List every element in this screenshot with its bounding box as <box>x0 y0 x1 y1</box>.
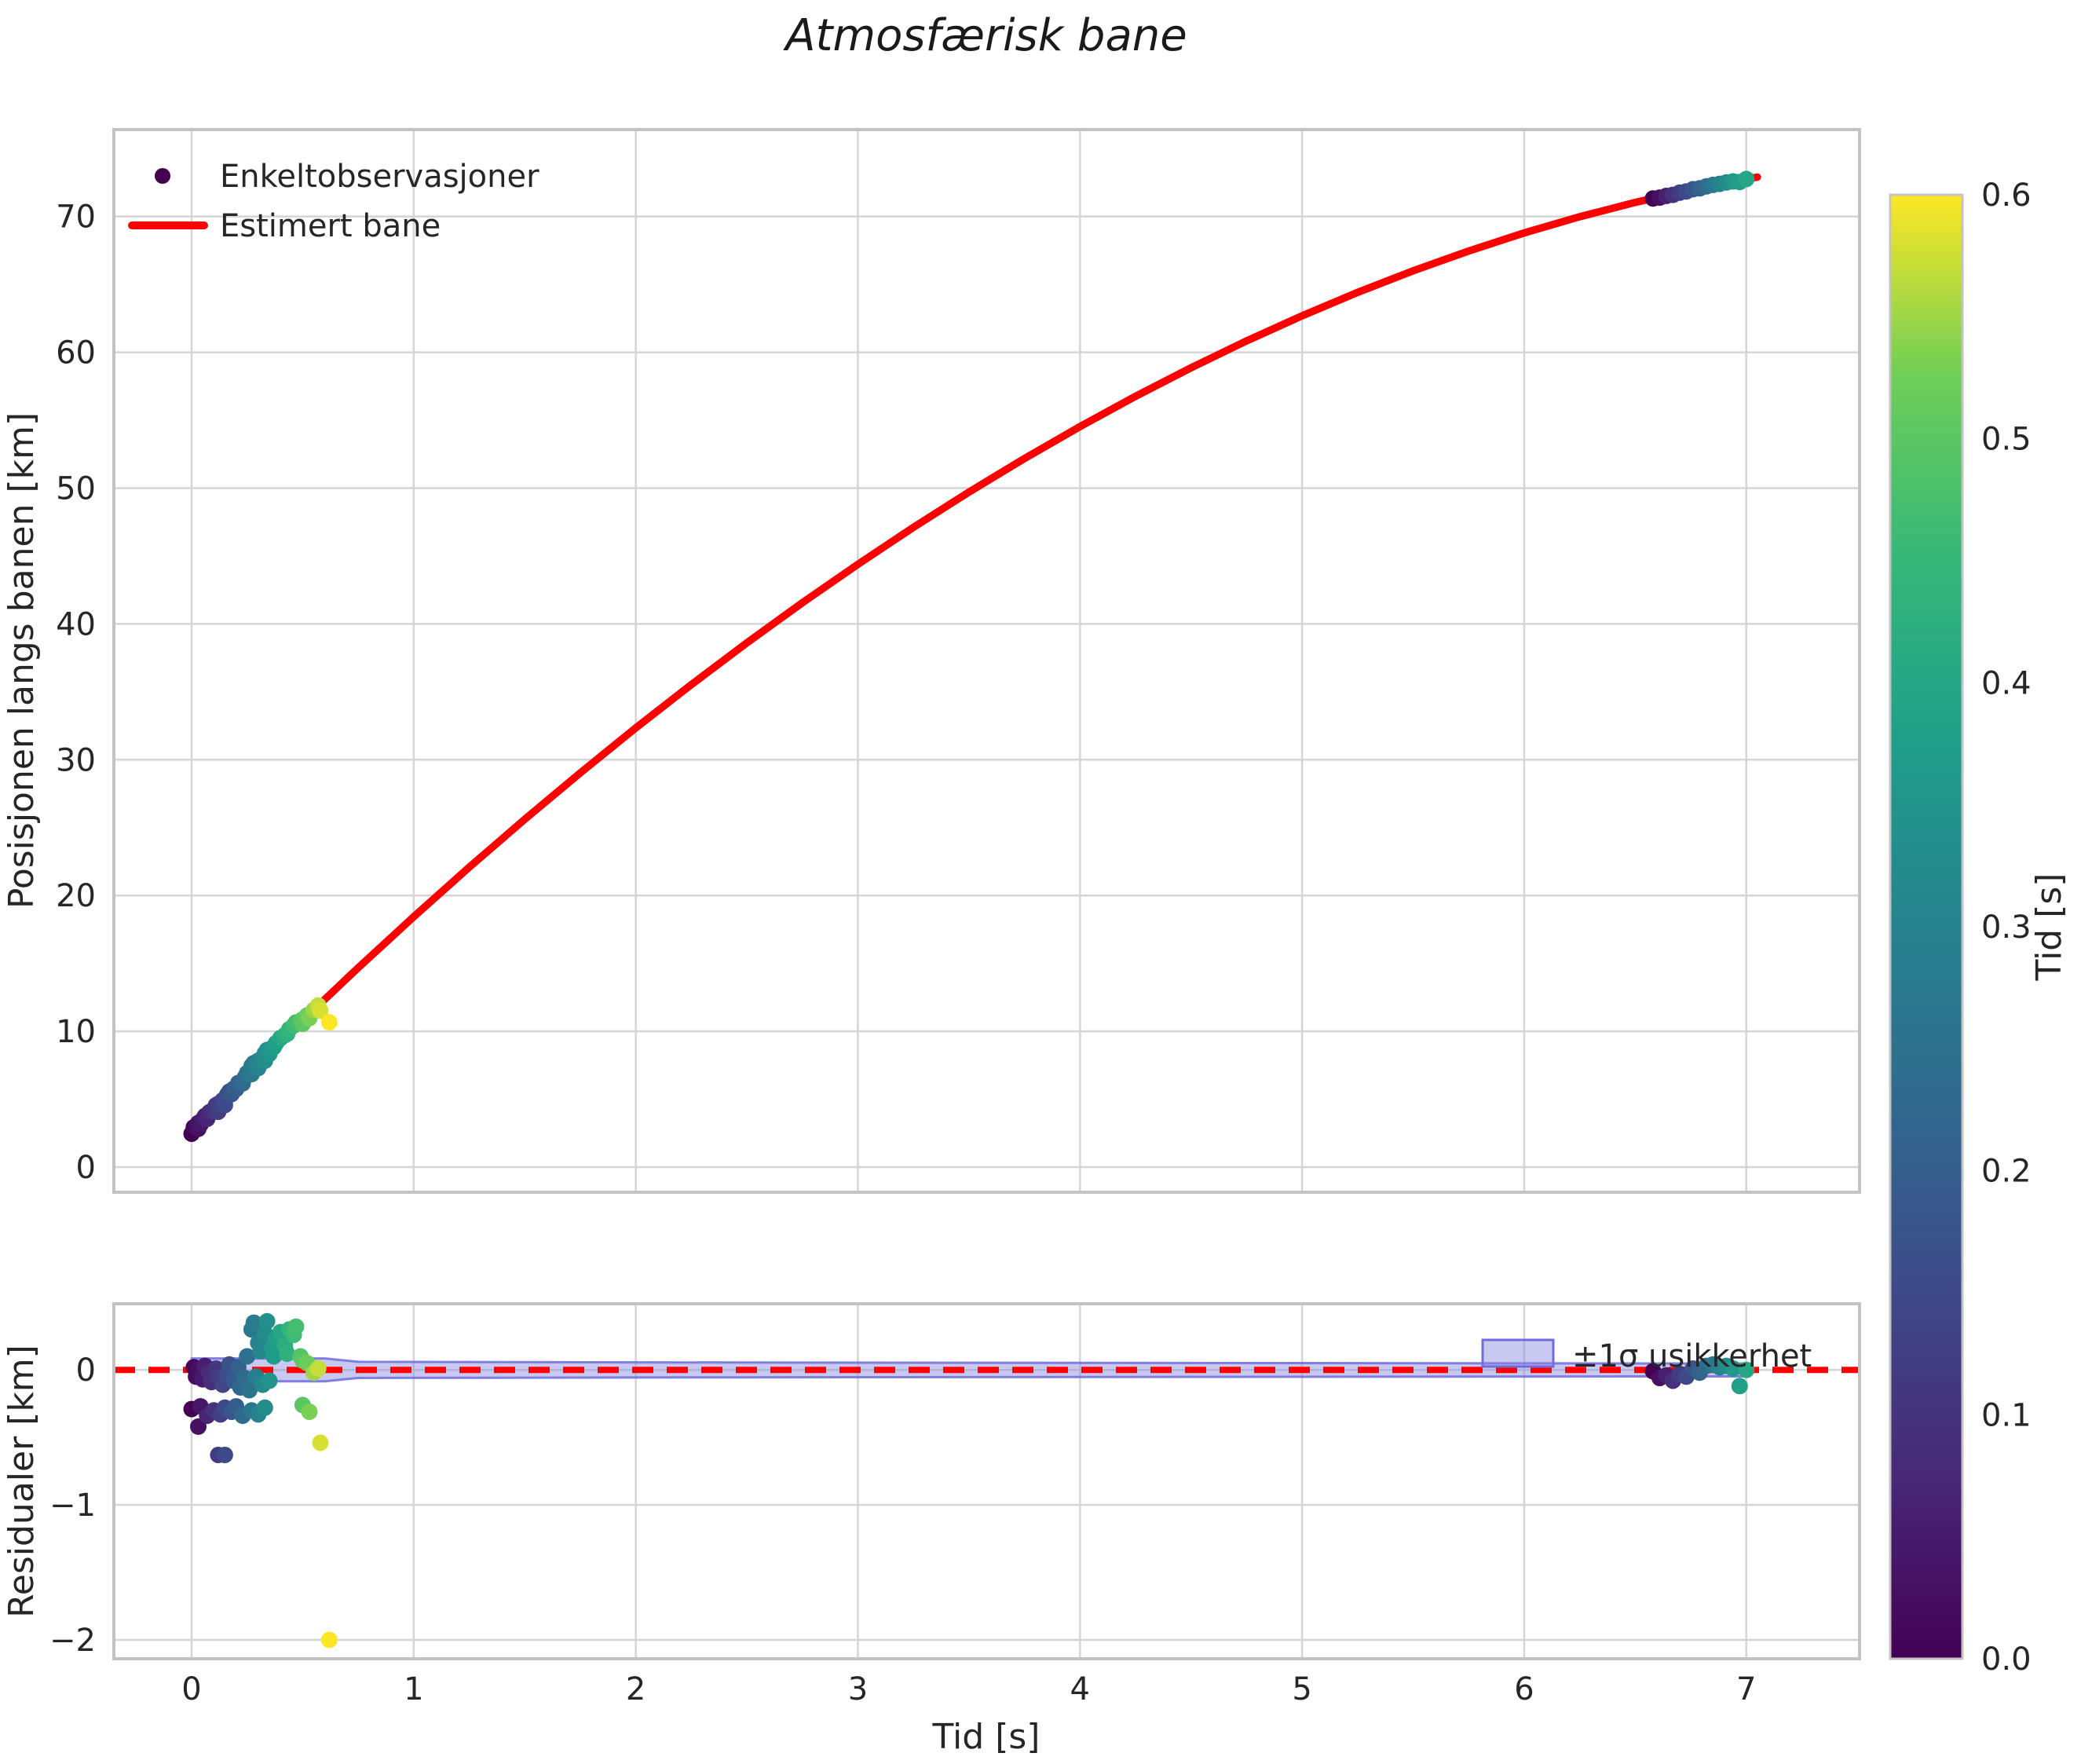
residual-legend: ±1σ usikkerhet <box>1481 1338 1812 1374</box>
residual-ylabel: Residualer [km] <box>2 1345 42 1618</box>
x-tick-label: 0 <box>181 1671 201 1707</box>
x-tick-label: 5 <box>1292 1671 1311 1707</box>
trajectory-grid <box>114 130 1860 1192</box>
trajectory-plot: 0 10 20 30 40 50 60 70 Enkeltobservasjoner Esti… <box>2 128 1861 1194</box>
colorbar-tick-label: 0.0 <box>1981 1641 2032 1678</box>
colorbar-tick-label: 0.3 <box>1981 909 2032 946</box>
residual-point <box>1724 1360 1742 1377</box>
residual-point <box>1738 1361 1755 1378</box>
y-tick-label: 30 <box>56 742 96 778</box>
y-tick-label: 0 <box>76 1150 96 1186</box>
x-tick-label: 7 <box>1736 1671 1756 1707</box>
legend-observations-label: Enkeltobservasjoner <box>220 159 539 195</box>
estimated-trajectory-line <box>188 173 1761 1134</box>
colorbar-gradient <box>1889 193 1964 1660</box>
trajectory-frame <box>112 128 1861 1194</box>
residual-point <box>241 1382 258 1399</box>
trajectory-ylabel: Posisjonen langs banen [km] <box>2 412 42 909</box>
legend-band-label: ±1σ usikkerhet <box>1572 1338 1812 1374</box>
trajectory-data <box>183 170 1761 1142</box>
y-tick-label: 40 <box>56 606 96 642</box>
residual-point <box>261 1372 278 1389</box>
colorbar-tick-label: 0.1 <box>1981 1397 2032 1433</box>
colorbar-tick-label: 0.2 <box>1981 1154 2032 1190</box>
residual-plot: 0 −1 −2 0 1 2 3 4 5 6 7 ±1σ usikkerhet Residualer … <box>2 1302 1861 1757</box>
legend-band-swatch <box>1481 1338 1555 1368</box>
x-tick-label: 6 <box>1514 1671 1534 1707</box>
colorbar: 0.0 0.1 0.2 0.3 0.4 0.5 0.6 Tid [s] <box>1889 177 2069 1678</box>
residual-point <box>256 1399 273 1416</box>
residual-point <box>245 1314 262 1331</box>
page-title: Atmosfærisk bane <box>783 10 1187 61</box>
y-tick-label: 10 <box>56 1014 96 1050</box>
residual-point <box>258 1312 276 1330</box>
residual-point <box>312 1434 329 1451</box>
axes-spine <box>112 1302 1861 1660</box>
residual-point <box>301 1404 318 1420</box>
residual-data <box>114 1312 1860 1649</box>
x-tick-label: 3 <box>848 1671 868 1707</box>
y-tick-label: 70 <box>56 199 96 236</box>
colorbar-tick-label: 0.5 <box>1981 422 2032 458</box>
colorbar-tick-labels: 0.0 0.1 0.2 0.3 0.4 0.5 0.6 <box>1981 177 2032 1678</box>
residual-point <box>265 1348 283 1365</box>
legend-observations-marker <box>155 168 170 184</box>
trajectory-tick-labels: 0 10 20 30 40 50 60 70 <box>56 199 96 1186</box>
x-tick-label: 1 <box>404 1671 423 1707</box>
y-tick-label: 60 <box>56 335 96 371</box>
residual-point <box>287 1318 305 1335</box>
y-tick-label: −1 <box>49 1488 96 1524</box>
observation-point <box>320 1014 338 1031</box>
y-tick-label: −2 <box>49 1623 96 1659</box>
y-tick-label: 50 <box>56 470 96 507</box>
colorbar-tick-label: 0.4 <box>1981 665 2032 701</box>
colorbar-tick-label: 0.6 <box>1981 177 2032 214</box>
xlabel: Tid [s] <box>932 1717 1040 1757</box>
residual-point <box>216 1447 233 1463</box>
axes-spine <box>112 128 1861 1194</box>
residual-point <box>320 1631 338 1649</box>
colorbar-label: Tid [s] <box>2029 873 2069 982</box>
legend-curve-label: Estimert bane <box>220 208 441 244</box>
residual-point <box>279 1345 296 1363</box>
x-tick-label: 2 <box>626 1671 646 1707</box>
residual-point <box>239 1348 256 1365</box>
trajectory-legend: Enkeltobservasjoner Estimert bane <box>128 159 539 244</box>
x-tick-label: 4 <box>1070 1671 1090 1707</box>
residual-frame <box>112 1302 1861 1660</box>
y-tick-label: 0 <box>76 1352 96 1389</box>
y-tick-label: 20 <box>56 878 96 914</box>
observation-point <box>312 1002 329 1019</box>
observation-point <box>1738 170 1755 188</box>
residual-point <box>309 1360 327 1377</box>
residual-tick-labels: 0 −1 −2 0 1 2 3 4 5 6 7 <box>49 1352 1756 1707</box>
residual-point <box>1731 1378 1748 1395</box>
